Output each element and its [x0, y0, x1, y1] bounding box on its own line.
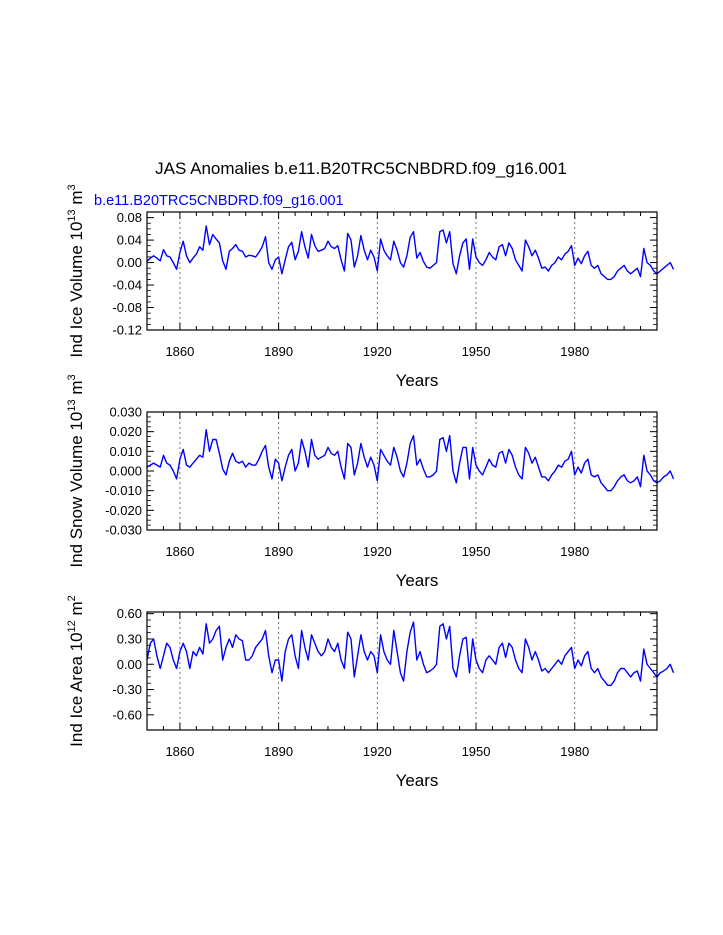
- y-tick-label: 0.020: [109, 424, 142, 439]
- y-tick-label: -0.12: [112, 323, 142, 338]
- y-tick-label: -0.030: [105, 523, 142, 538]
- y-axis-label: Ind Ice Area 1012 m2: [66, 595, 86, 747]
- chart-ice-volume: 1860 1890 1920 1950 1980 0.08 0.04 0.00 -0.04 -0.…: [66, 184, 675, 390]
- x-axis-label: Years: [396, 771, 439, 790]
- plots: 1860 1890 1920 1950 1980 0.08 0.04 0.00 -0.04 -0.…: [66, 184, 675, 790]
- chart-ice-area: 1860 1890 1920 1950 1980 0.60 0.30 0.00 -0.30 -0.…: [66, 595, 675, 790]
- y-axis-label-superscript: 13: [66, 399, 78, 411]
- x-tick-label: 1950: [462, 544, 491, 559]
- y-axis-label-superscript: 12: [66, 620, 78, 632]
- x-tick-label: 1980: [560, 344, 589, 359]
- x-axis-label: Years: [396, 371, 439, 390]
- y-tick-label: 0.030: [109, 405, 142, 420]
- y-tick-label: -0.08: [112, 300, 142, 315]
- series-line-ice-volume: [146, 225, 675, 281]
- y-axis-label: Ind Ice Volume 1013 m3: [66, 184, 86, 357]
- y-tick-label: 0.000: [109, 464, 142, 479]
- series-label: b.e11.B20TRC5CNBDRD.f09_g16.001: [94, 193, 344, 209]
- y-axis-label-superscript: 13: [66, 209, 78, 221]
- y-tick-label: 0.30: [117, 631, 142, 646]
- chart-snow-volume: 1860 1890 1920 1950 1980 0.030 0.020 0.010 0.000…: [66, 374, 675, 590]
- y-tick-label: 0.00: [117, 255, 142, 270]
- y-tick-label: -0.020: [105, 503, 142, 518]
- x-tick-label: 1890: [264, 544, 293, 559]
- y-tick-label: 0.60: [117, 606, 142, 621]
- y-tick-label: 0.00: [117, 657, 142, 672]
- y-axis-label-part: Ind Snow Volume 10: [67, 412, 86, 568]
- y-tick-label: -0.04: [112, 278, 142, 293]
- y-axis-label-part: Ind Ice Volume 10: [67, 222, 86, 358]
- y-tick-label: -0.30: [112, 682, 142, 697]
- series-line-ice-area: [146, 621, 675, 686]
- x-tick-label: 1920: [363, 344, 392, 359]
- y-tick-label: 0.010: [109, 444, 142, 459]
- y-axis-label-part: m: [67, 190, 86, 209]
- x-tick-label: 1980: [560, 744, 589, 759]
- series-line-snow-volume: [146, 429, 675, 492]
- y-axis-label: Ind Snow Volume 1013 m3: [66, 374, 86, 567]
- plot-frame: [146, 411, 658, 531]
- y-tick-label: -0.010: [105, 483, 142, 498]
- y-axis-label-superscript: 3: [66, 184, 78, 190]
- y-tick-label: -0.60: [112, 707, 142, 722]
- x-tick-label: 1920: [363, 744, 392, 759]
- y-tick-label: 0.08: [117, 210, 142, 225]
- x-tick-label: 1860: [165, 744, 194, 759]
- figure-title: JAS Anomalies b.e11.B20TRC5CNBDRD.f09_g1…: [155, 159, 567, 178]
- x-tick-label: 1860: [165, 544, 194, 559]
- x-tick-label: 1890: [264, 744, 293, 759]
- y-axis-label-superscript: 3: [66, 374, 78, 380]
- x-tick-label: 1950: [462, 744, 491, 759]
- y-axis-label-part: m: [67, 601, 86, 620]
- y-tick-label: 0.04: [117, 233, 142, 248]
- x-tick-label: 1950: [462, 344, 491, 359]
- x-tick-label: 1980: [560, 544, 589, 559]
- x-axis-label: Years: [396, 571, 439, 590]
- y-axis-label-part: m: [67, 381, 86, 400]
- x-tick-label: 1920: [363, 544, 392, 559]
- x-tick-label: 1890: [264, 344, 293, 359]
- x-tick-label: 1860: [165, 344, 194, 359]
- y-axis-label-superscript: 2: [66, 595, 78, 601]
- y-axis-label-part: Ind Ice Area 10: [67, 632, 86, 746]
- plot-frame: [146, 611, 658, 731]
- plot-frame: [146, 211, 658, 331]
